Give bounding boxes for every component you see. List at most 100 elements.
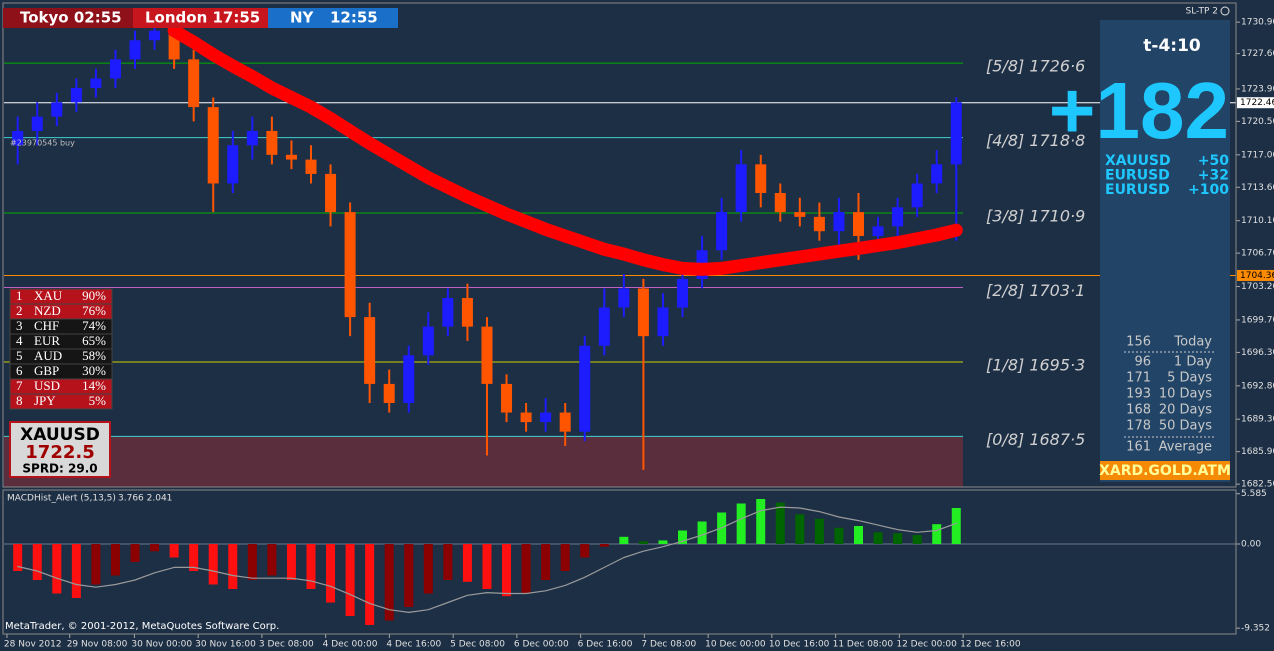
price-tag-label: 1704.36 (1240, 271, 1274, 281)
candle-body (598, 307, 610, 346)
symbol-price: 1722.5 (25, 442, 94, 463)
pair-pips: +100 (1188, 182, 1229, 198)
price-tag-label: 1722.46 (1240, 98, 1274, 108)
murray-label: [4/8] 1718·8 (986, 131, 1085, 150)
histogram-bar (736, 503, 746, 544)
histogram-bar (228, 544, 238, 589)
candle-body (227, 145, 239, 184)
histogram-bar (71, 544, 81, 598)
candle-body (325, 173, 337, 213)
candle-body (129, 40, 141, 60)
smiley-icon (1220, 6, 1230, 16)
order-label: #23970545 buy (10, 139, 75, 148)
strength-row (9, 393, 113, 410)
candle-body (403, 355, 415, 403)
x-tick-label: 12 Dec 00:00 (896, 640, 957, 650)
candle-body (794, 212, 806, 217)
y-tick-label: 1717.00 (1241, 150, 1274, 160)
x-tick-label: 30 Nov 00:00 (131, 640, 192, 650)
histogram-bar (502, 544, 512, 597)
strength-currency: NZD (34, 303, 61, 318)
y-tick-label: 5.585 (1241, 489, 1267, 499)
candle-body (188, 59, 200, 108)
strength-rank: 4 (16, 333, 23, 348)
histogram-bar (853, 526, 863, 544)
y-tick-label: 1689.30 (1241, 415, 1274, 425)
main-panel-border (2, 2, 1237, 488)
histogram-bar (267, 544, 277, 576)
strength-currency: JPY (34, 393, 56, 408)
ny-clock-time: 12:55 (330, 9, 378, 27)
histogram-bar (599, 544, 609, 547)
histogram-bar (169, 544, 179, 558)
candle-body (285, 154, 297, 160)
candle-body (12, 130, 24, 146)
pair-pips: +50 (1198, 153, 1229, 169)
symbol-spread: SPRD: 29.0 (22, 462, 97, 476)
histogram-bar (658, 540, 668, 544)
histogram-bar (365, 544, 375, 625)
candle-body (950, 102, 962, 165)
pair-symbol: EURUSD (1105, 182, 1170, 198)
y-tick-label: 1685.90 (1241, 447, 1274, 457)
x-tick-label: 6 Dec 00:00 (514, 640, 569, 650)
indicator-title: MACDHist_Alert (5,13,5) (7, 494, 116, 504)
candle-body (246, 130, 258, 146)
x-tick-label: 10 Dec 00:00 (705, 640, 766, 650)
candle-body (540, 412, 552, 423)
candle-body (51, 102, 63, 117)
strength-percent: 30% (82, 363, 106, 378)
strength-rank: 1 (16, 288, 23, 303)
x-tick-label: 28 Nov 2012 (4, 640, 62, 650)
range-label: 10 Days (1159, 387, 1212, 402)
macd-panel-border (2, 489, 1237, 635)
y-tick-label: 1727.60 (1241, 49, 1274, 59)
total-pips: +182 (1049, 66, 1229, 155)
histogram-bar (541, 544, 551, 580)
histogram-bar (678, 530, 688, 544)
histogram-bar (52, 544, 62, 594)
x-tick-label: 10 Dec 16:00 (769, 640, 830, 650)
strength-percent: 90% (82, 288, 106, 303)
histogram-bar (130, 544, 140, 562)
y-tick-label: 1713.60 (1241, 183, 1274, 193)
zone (4, 436, 963, 487)
y-tick-label: 1699.70 (1241, 315, 1274, 325)
symbol-box (9, 421, 111, 478)
range-value: 171 (1126, 371, 1151, 386)
x-tick-label: 12 Dec 16:00 (960, 640, 1021, 650)
strength-currency: CHF (34, 318, 59, 333)
y-tick-label: 1723.90 (1241, 84, 1274, 94)
x-tick-label: 6 Dec 16:00 (578, 640, 633, 650)
strength-rank: 8 (16, 393, 23, 408)
histogram-bar (462, 544, 472, 582)
strength-rank: 3 (16, 318, 23, 333)
candle-body (422, 326, 434, 356)
strength-currency: XAU (34, 288, 63, 303)
murray-label: [1/8] 1695·3 (986, 355, 1085, 374)
murray-label: [2/8] 1703·1 (986, 281, 1085, 300)
footer: MetaTrader, © 2001-2012, MetaQuotes Soft… (5, 621, 279, 632)
london-clock: London 17:55 (145, 9, 260, 27)
strength-percent: 65% (82, 333, 106, 348)
y-tick-label: 1703.20 (1241, 282, 1274, 292)
candle-body (168, 30, 180, 60)
strength-currency: USD (34, 378, 60, 393)
candle-body (931, 164, 943, 184)
x-tick-label: 11 Dec 08:00 (833, 640, 894, 650)
candle-body (501, 383, 513, 413)
candle-body (637, 288, 649, 337)
ny-clock-label: NY (290, 9, 315, 27)
histogram-bar (345, 544, 355, 616)
histogram-bar (247, 544, 257, 580)
candle-body (716, 212, 728, 251)
candle-body (364, 317, 376, 384)
candle-body (31, 116, 43, 131)
candle-body (207, 107, 219, 184)
x-tick-label: 4 Dec 16:00 (386, 640, 441, 650)
pair-symbol: XAUUSD (1105, 153, 1171, 169)
y-tick-label: 0.00 (1241, 540, 1261, 550)
candle-body (305, 159, 317, 174)
range-label: 20 Days (1159, 403, 1212, 418)
